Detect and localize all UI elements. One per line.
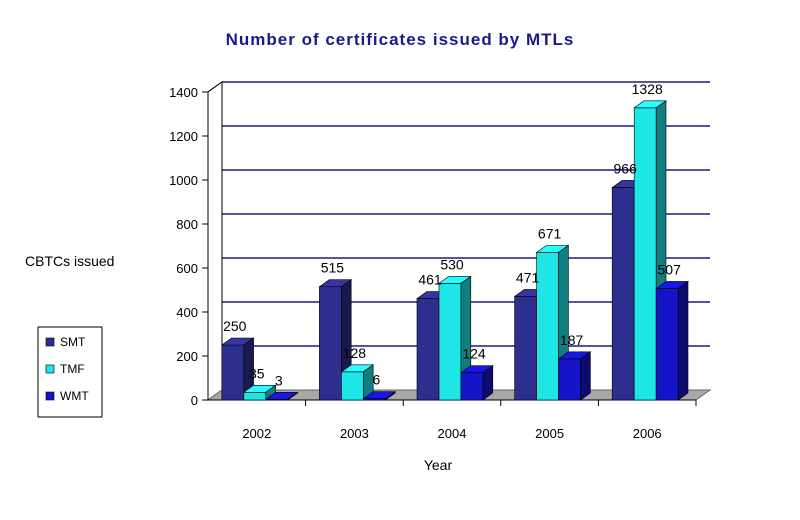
data-label: 471 [516, 269, 540, 285]
legend-swatch [45, 391, 55, 401]
data-label: 671 [538, 225, 562, 241]
bar [264, 391, 299, 401]
x-tick-label: 2003 [340, 426, 369, 441]
bar-front [416, 298, 440, 401]
bar-front [243, 391, 267, 401]
legend-label: WMT [60, 389, 89, 403]
bar-front [319, 286, 342, 401]
data-label: 966 [614, 160, 638, 176]
bar-side [482, 365, 494, 401]
legend-entry: TMF [45, 362, 85, 376]
bars [220, 100, 689, 401]
x-tick-label: 2005 [535, 426, 564, 441]
data-label: 1328 [632, 81, 663, 97]
x-axis-label: Year [424, 457, 453, 473]
bar-side [287, 391, 298, 401]
data-label: 515 [321, 260, 345, 276]
data-label: 250 [223, 318, 247, 334]
data-label: 124 [462, 346, 486, 362]
bar-front [611, 187, 635, 401]
legend-swatch [45, 337, 55, 347]
data-label: 6 [373, 372, 381, 388]
y-tick-label: 200 [176, 349, 198, 364]
y-tick-label: 800 [176, 217, 198, 232]
bar [362, 391, 397, 401]
bar-side [385, 391, 396, 401]
legend-label: SMT [60, 335, 86, 349]
legend: SMT TMF WMT [37, 326, 103, 418]
data-label: 35 [249, 365, 265, 381]
bar [438, 275, 472, 401]
bar [655, 280, 689, 401]
bar [460, 365, 494, 401]
legend-label: TMF [60, 362, 85, 376]
bar-side [677, 280, 689, 401]
bar [557, 351, 592, 401]
bar-front [558, 358, 581, 401]
bar-front [655, 288, 679, 401]
bar-front [536, 252, 559, 401]
x-tick-label: 2004 [438, 426, 467, 441]
bar [220, 337, 255, 401]
side-wall [207, 81, 223, 401]
bar-front [633, 107, 657, 401]
y-tick-label: 1400 [169, 85, 198, 100]
y-tick-label: 400 [176, 305, 198, 320]
y-tick-label: 1200 [169, 129, 198, 144]
bar-side [580, 351, 591, 401]
data-label: 530 [440, 256, 464, 272]
legend-entry: SMT [45, 335, 86, 349]
chart-title: Number of certificates issued by MTLs [226, 30, 575, 49]
bar-front [460, 372, 484, 401]
y-tick-label: 600 [176, 261, 198, 276]
data-label: 128 [343, 345, 367, 361]
x-tick-label: 2002 [242, 426, 271, 441]
y-tick-label: 1000 [169, 173, 198, 188]
data-label: 3 [275, 372, 283, 388]
bar-front [514, 296, 537, 401]
legend-entry: WMT [45, 389, 89, 403]
data-label: 461 [418, 272, 442, 288]
y-axis-label: CBTCs issued [25, 253, 114, 269]
data-label: 507 [658, 261, 682, 277]
bar [242, 384, 277, 401]
y-tick-label: 0 [191, 393, 198, 408]
x-tick-label: 2006 [633, 426, 662, 441]
bar-front [438, 283, 462, 401]
bar-front [221, 344, 245, 401]
legend-swatch [45, 364, 55, 374]
data-label: 187 [560, 332, 584, 348]
bar-front [341, 371, 364, 401]
